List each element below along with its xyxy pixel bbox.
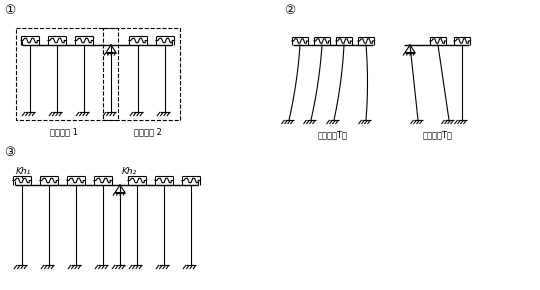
Text: 固有周期T２: 固有周期T２ xyxy=(423,130,453,139)
Text: Kh₁: Kh₁ xyxy=(16,167,31,176)
Text: Kh₂: Kh₂ xyxy=(122,167,137,176)
Text: 振動単位 1: 振動単位 1 xyxy=(50,127,78,136)
Text: 固有周期T１: 固有周期T１ xyxy=(318,130,348,139)
Bar xyxy=(103,28,180,120)
Bar xyxy=(16,28,118,120)
Text: ③: ③ xyxy=(4,146,16,159)
Text: 振動単位 2: 振動単位 2 xyxy=(134,127,162,136)
Text: ②: ② xyxy=(285,3,295,17)
Text: ①: ① xyxy=(4,3,16,17)
